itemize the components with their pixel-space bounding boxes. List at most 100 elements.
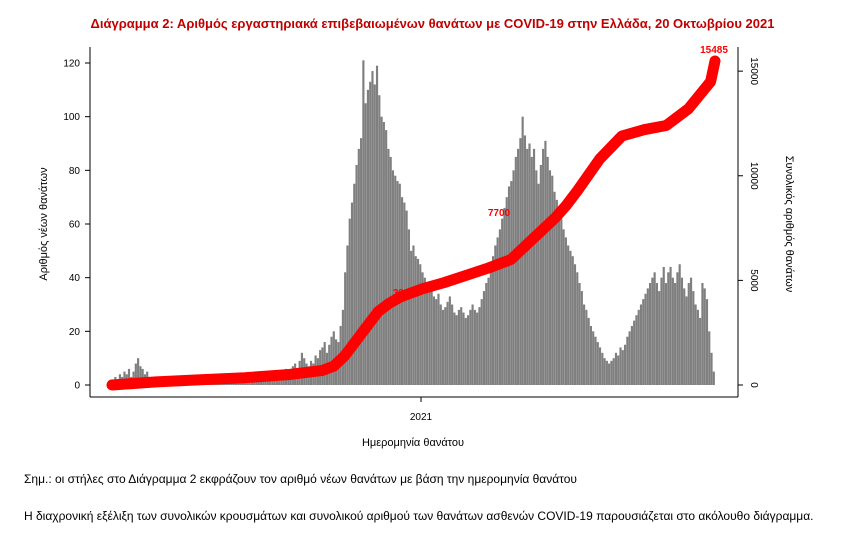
bar: [375, 65, 379, 386]
bar: [605, 360, 608, 385]
bar: [699, 317, 702, 385]
bar: [348, 218, 351, 385]
bar: [385, 130, 388, 385]
cumulative-deaths-line: [106, 55, 721, 391]
y-left-tick-label: 60: [69, 220, 81, 231]
bar: [430, 291, 433, 385]
bar: [355, 164, 358, 385]
bar: [546, 156, 549, 385]
bar: [576, 272, 579, 385]
bar: [505, 197, 508, 385]
bar: [269, 379, 272, 385]
description-paragraph: Η διαχρονική εξέλιξη των συνολικών κρουσ…: [24, 509, 814, 523]
bar: [407, 229, 410, 385]
y-left-tick-label: 100: [63, 112, 80, 123]
bar: [557, 207, 561, 385]
bar: [692, 291, 695, 385]
bar: [560, 218, 563, 385]
bar: [448, 296, 451, 385]
bar: [412, 245, 415, 385]
bar: [712, 371, 715, 385]
bar: [621, 350, 624, 385]
bar: [637, 309, 640, 385]
bar: [460, 307, 463, 385]
bar: [426, 283, 429, 385]
x-axis-label: Ημερομηνία θανάτου: [362, 437, 464, 449]
bar: [360, 138, 363, 385]
bar: [373, 84, 376, 385]
bar: [548, 170, 552, 385]
bar: [667, 272, 670, 385]
bar: [346, 245, 349, 385]
bar: [562, 229, 565, 385]
bar: [453, 312, 456, 385]
bar: [489, 266, 492, 385]
bar: [416, 258, 420, 385]
bar: [708, 331, 711, 385]
axes: 0 20 40 60 80 100 120 0 5000 10000 15000 2021: [63, 47, 759, 423]
y-right-tick-label: 10000: [748, 162, 759, 190]
bar: [419, 264, 422, 385]
bar: [592, 331, 595, 385]
bar: [603, 358, 606, 385]
bar: [696, 309, 699, 385]
bar: [571, 256, 574, 385]
bar: [410, 250, 413, 385]
bar: [428, 288, 431, 385]
bar: [655, 283, 658, 385]
y-right-tick-label: 5000: [748, 269, 759, 292]
bar: [598, 347, 602, 385]
bar: [517, 148, 520, 385]
bar: [444, 307, 447, 385]
bar: [446, 301, 449, 385]
bar: [382, 122, 385, 385]
bar: [492, 256, 495, 385]
bar: [608, 363, 611, 385]
bar: [275, 379, 278, 385]
x-tick-label: 2021: [410, 412, 433, 423]
y-left-tick-label: 40: [69, 273, 81, 284]
annotations: 3900 7700 15485: [393, 45, 728, 299]
bar: [378, 95, 381, 385]
bar: [471, 304, 474, 385]
bar: [564, 237, 567, 385]
bar: [680, 277, 684, 385]
bar: [623, 344, 627, 385]
bar: [485, 283, 488, 385]
bar: [649, 283, 652, 385]
bar: [676, 272, 679, 385]
bar: [259, 379, 263, 385]
bar: [371, 71, 374, 386]
bar: [633, 320, 636, 385]
bar: [123, 371, 126, 385]
bar: [694, 304, 697, 385]
y-left-tick-label: 0: [74, 381, 80, 392]
bar: [462, 312, 465, 385]
bar: [435, 299, 438, 385]
bar: [662, 266, 665, 385]
bar: [357, 148, 360, 385]
bar: [137, 358, 140, 385]
bar: [628, 331, 631, 385]
bar: [239, 382, 242, 385]
bar: [141, 368, 144, 385]
bar: [501, 218, 504, 385]
bar: [476, 312, 479, 385]
bar: [396, 181, 399, 385]
bar: [642, 299, 645, 385]
bar: [532, 148, 536, 385]
bar: [498, 229, 501, 385]
bar: [353, 183, 356, 385]
chart-title: Διάγραμμα 2: Αριθμός εργαστηριακά επιβεβ…: [90, 16, 775, 31]
bar: [432, 296, 435, 385]
bar: [528, 143, 531, 385]
bar: [380, 116, 383, 386]
bar: [414, 256, 417, 385]
bar-series: [112, 60, 715, 386]
bar: [589, 325, 593, 385]
bar: [421, 272, 424, 385]
bar: [341, 309, 344, 385]
bar: [671, 277, 674, 385]
y-left-tick-label: 80: [69, 166, 81, 177]
bar: [323, 342, 326, 385]
